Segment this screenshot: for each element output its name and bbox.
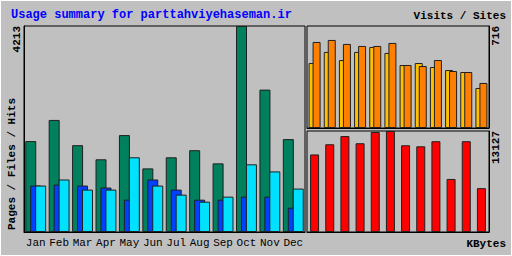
svg-text:Apr: Apr: [96, 237, 116, 249]
svg-text:KBytes: KBytes: [466, 238, 506, 250]
svg-text:Files: Files: [6, 144, 18, 177]
svg-text:13127: 13127: [490, 131, 502, 164]
svg-text:Hits: Hits: [6, 98, 18, 124]
svg-text:May: May: [119, 237, 139, 249]
svg-text:Nov: Nov: [260, 237, 280, 249]
svg-text:Dec: Dec: [283, 237, 303, 249]
svg-text:Aug: Aug: [190, 237, 210, 249]
svg-text:Pages: Pages: [6, 197, 18, 230]
svg-text:Jun: Jun: [143, 237, 163, 249]
svg-text:Sep: Sep: [213, 237, 233, 249]
svg-text:Oct: Oct: [237, 237, 257, 249]
svg-text:Visits: Visits: [414, 10, 454, 22]
svg-text:Feb: Feb: [49, 237, 69, 249]
svg-text:Mar: Mar: [73, 237, 93, 249]
svg-text:Sites: Sites: [473, 10, 506, 22]
svg-text:Usage summary for parttahviyeh: Usage summary for parttahviyehaseman.ir: [11, 8, 292, 22]
svg-text:Jan: Jan: [26, 237, 46, 249]
svg-text:Jul: Jul: [166, 237, 186, 249]
svg-text:4213: 4213: [11, 26, 23, 53]
svg-text:716: 716: [490, 26, 502, 46]
svg-text:/: /: [460, 10, 467, 22]
